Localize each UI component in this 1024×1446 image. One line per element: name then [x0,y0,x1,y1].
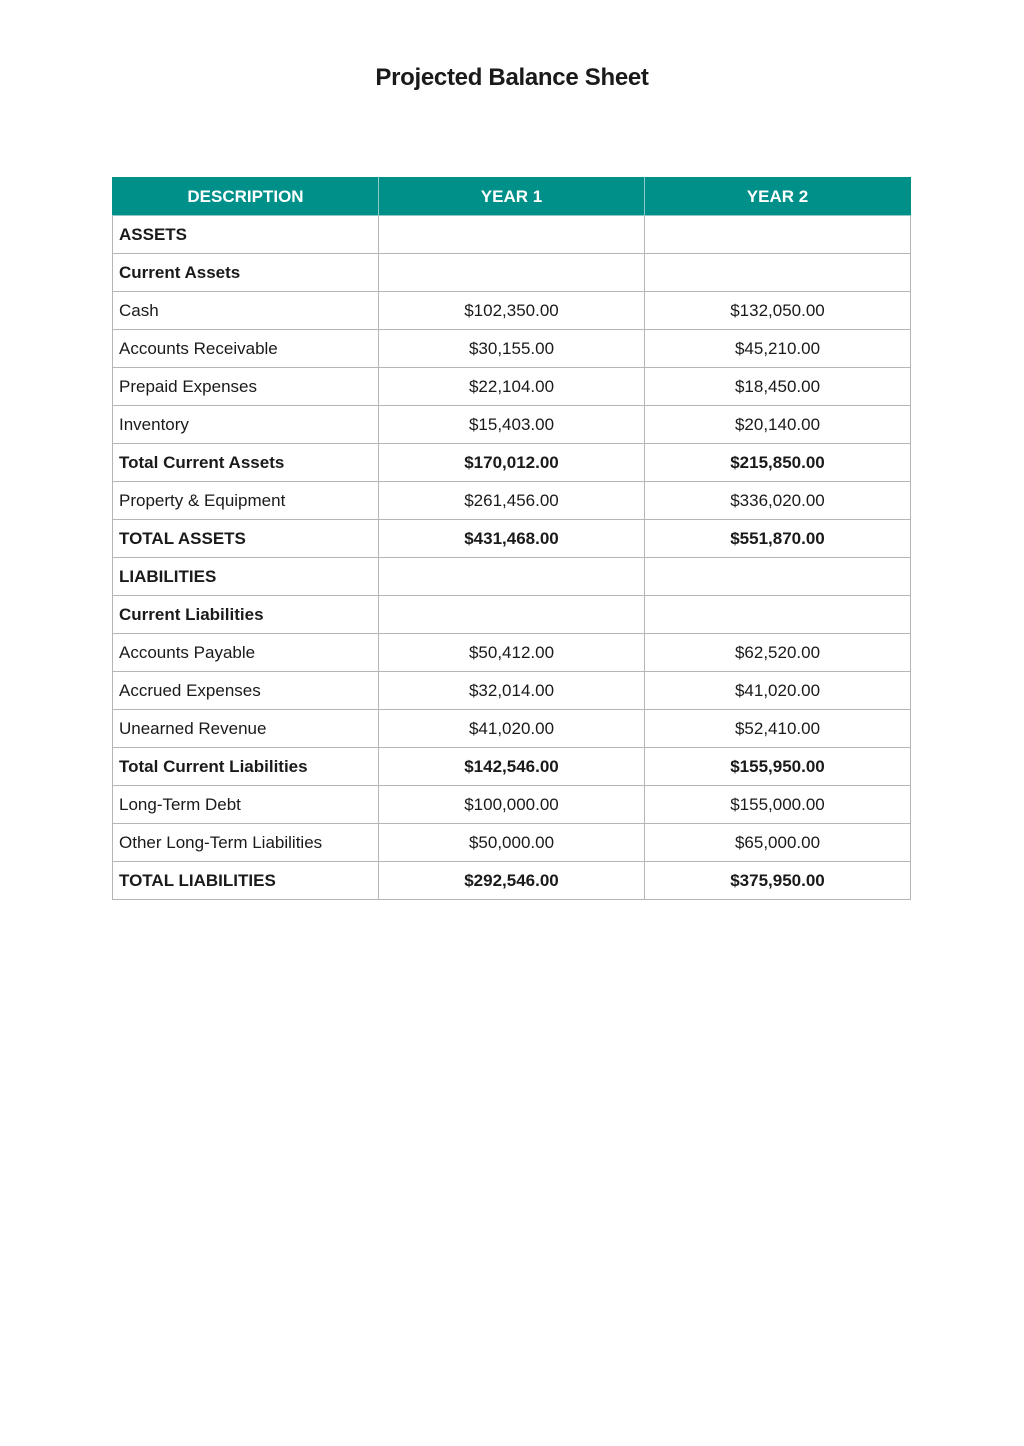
row-label: TOTAL LIABILITIES [112,861,379,900]
table-row: LIABILITIES [112,557,911,596]
table-row: Property & Equipment $261,456.00 $336,020.… [112,481,911,520]
year-2-value [644,215,911,254]
year-2-value: $65,000.00 [644,823,911,862]
table-row: Cash $102,350.00 $132,050.00 [112,291,911,330]
table-row: Prepaid Expenses $22,104.00 $18,450.00 [112,367,911,406]
header-description: DESCRIPTION [112,177,379,216]
table-row: TOTAL LIABILITIES $292,546.00 $375,950.00 [112,861,911,900]
year-1-value: $292,546.00 [378,861,645,900]
row-label: TOTAL ASSETS [112,519,379,558]
year-2-value: $41,020.00 [644,671,911,710]
year-2-value [644,557,911,596]
year-1-value [378,253,645,292]
row-label: Accounts Payable [112,633,379,672]
row-label: Total Current Assets [112,443,379,482]
table-row: Total Current Liabilities $142,546.00 $155… [112,747,911,786]
table-row: ASSETS [112,215,911,254]
page-title: Projected Balance Sheet [375,64,649,91]
year-1-value: $431,468.00 [378,519,645,558]
table-row: Current Liabilities [112,595,911,634]
row-label: Accrued Expenses [112,671,379,710]
year-2-value [644,595,911,634]
row-label: Total Current Liabilities [112,747,379,786]
row-label: Other Long-Term Liabilities [112,823,379,862]
year-2-value: $52,410.00 [644,709,911,748]
year-2-value: $132,050.00 [644,291,911,330]
table-row: Accrued Expenses $32,014.00 $41,020.00 [112,671,911,710]
year-1-value: $102,350.00 [378,291,645,330]
year-1-value: $261,456.00 [378,481,645,520]
row-label: Property & Equipment [112,481,379,520]
year-2-value: $336,020.00 [644,481,911,520]
year-1-value [378,557,645,596]
year-1-value: $142,546.00 [378,747,645,786]
row-label: Current Assets [112,253,379,292]
table-row: Accounts Payable $50,412.00 $62,520.00 [112,633,911,672]
row-label: Inventory [112,405,379,444]
balance-sheet-table: DESCRIPTION YEAR 1 YEAR 2 ASSETS Current … [112,177,911,900]
year-1-value: $100,000.00 [378,785,645,824]
table-row: TOTAL ASSETS $431,468.00 $551,870.00 [112,519,911,558]
table-row: Unearned Revenue $41,020.00 $52,410.00 [112,709,911,748]
year-1-value [378,215,645,254]
row-label: ASSETS [112,215,379,254]
year-1-value: $15,403.00 [378,405,645,444]
year-1-value: $32,014.00 [378,671,645,710]
year-2-value [644,253,911,292]
year-2-value: $155,950.00 [644,747,911,786]
year-2-value: $62,520.00 [644,633,911,672]
year-2-value: $551,870.00 [644,519,911,558]
year-2-value: $375,950.00 [644,861,911,900]
year-1-value: $30,155.00 [378,329,645,368]
header-year-2: YEAR 2 [644,177,911,216]
row-label: Long-Term Debt [112,785,379,824]
year-2-value: $45,210.00 [644,329,911,368]
header-year-1: YEAR 1 [378,177,645,216]
year-2-value: $20,140.00 [644,405,911,444]
table-row: Long-Term Debt $100,000.00 $155,000.00 [112,785,911,824]
table-row: Inventory $15,403.00 $20,140.00 [112,405,911,444]
table-row: Current Assets [112,253,911,292]
year-1-value: $50,412.00 [378,633,645,672]
table-row: Other Long-Term Liabilities $50,000.00 $65… [112,823,911,862]
year-1-value: $22,104.00 [378,367,645,406]
row-label: Cash [112,291,379,330]
row-label: Current Liabilities [112,595,379,634]
year-1-value [378,595,645,634]
year-2-value: $215,850.00 [644,443,911,482]
year-1-value: $50,000.00 [378,823,645,862]
year-1-value: $170,012.00 [378,443,645,482]
table-row: Accounts Receivable $30,155.00 $45,210.00 [112,329,911,368]
row-label: Unearned Revenue [112,709,379,748]
row-label: LIABILITIES [112,557,379,596]
year-2-value: $155,000.00 [644,785,911,824]
year-2-value: $18,450.00 [644,367,911,406]
row-label: Prepaid Expenses [112,367,379,406]
table-header-row: DESCRIPTION YEAR 1 YEAR 2 [112,177,911,216]
year-1-value: $41,020.00 [378,709,645,748]
row-label: Accounts Receivable [112,329,379,368]
table-row: Total Current Assets $170,012.00 $215,850.… [112,443,911,482]
